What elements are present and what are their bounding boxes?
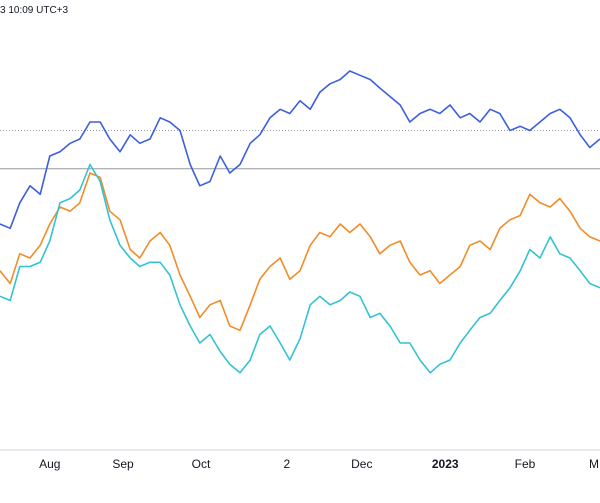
x-tick-label: M — [589, 457, 599, 471]
x-tick-label: 2 — [283, 457, 290, 471]
series-line-2 — [0, 163, 600, 374]
x-tick-label: Aug — [39, 457, 60, 471]
x-tick-label: Dec — [351, 457, 372, 471]
chart-timestamp: 3 10:09 UTC+3 — [0, 5, 69, 16]
x-tick-label: Sep — [112, 457, 134, 471]
x-tick-label: Feb — [515, 457, 536, 471]
series-line-1 — [0, 172, 600, 332]
x-tick-label: Oct — [192, 457, 211, 471]
x-tick-label: 2023 — [432, 457, 459, 471]
series-line-0 — [0, 70, 600, 230]
